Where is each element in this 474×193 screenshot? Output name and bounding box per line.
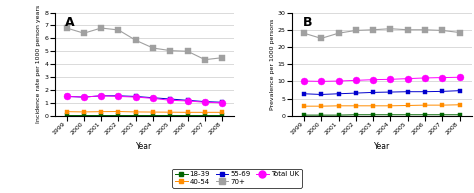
Y-axis label: Prevalence per 1000 persons: Prevalence per 1000 persons (270, 19, 275, 110)
Legend: 18-39, 40-54, 55-69, 70+, Total UK: 18-39, 40-54, 55-69, 70+, Total UK (173, 169, 301, 188)
X-axis label: Year: Year (374, 142, 390, 151)
Text: A: A (65, 16, 75, 29)
X-axis label: Year: Year (137, 142, 153, 151)
Y-axis label: Incidence rate per 1000 person years: Incidence rate per 1000 person years (36, 5, 42, 123)
Text: B: B (302, 16, 312, 29)
